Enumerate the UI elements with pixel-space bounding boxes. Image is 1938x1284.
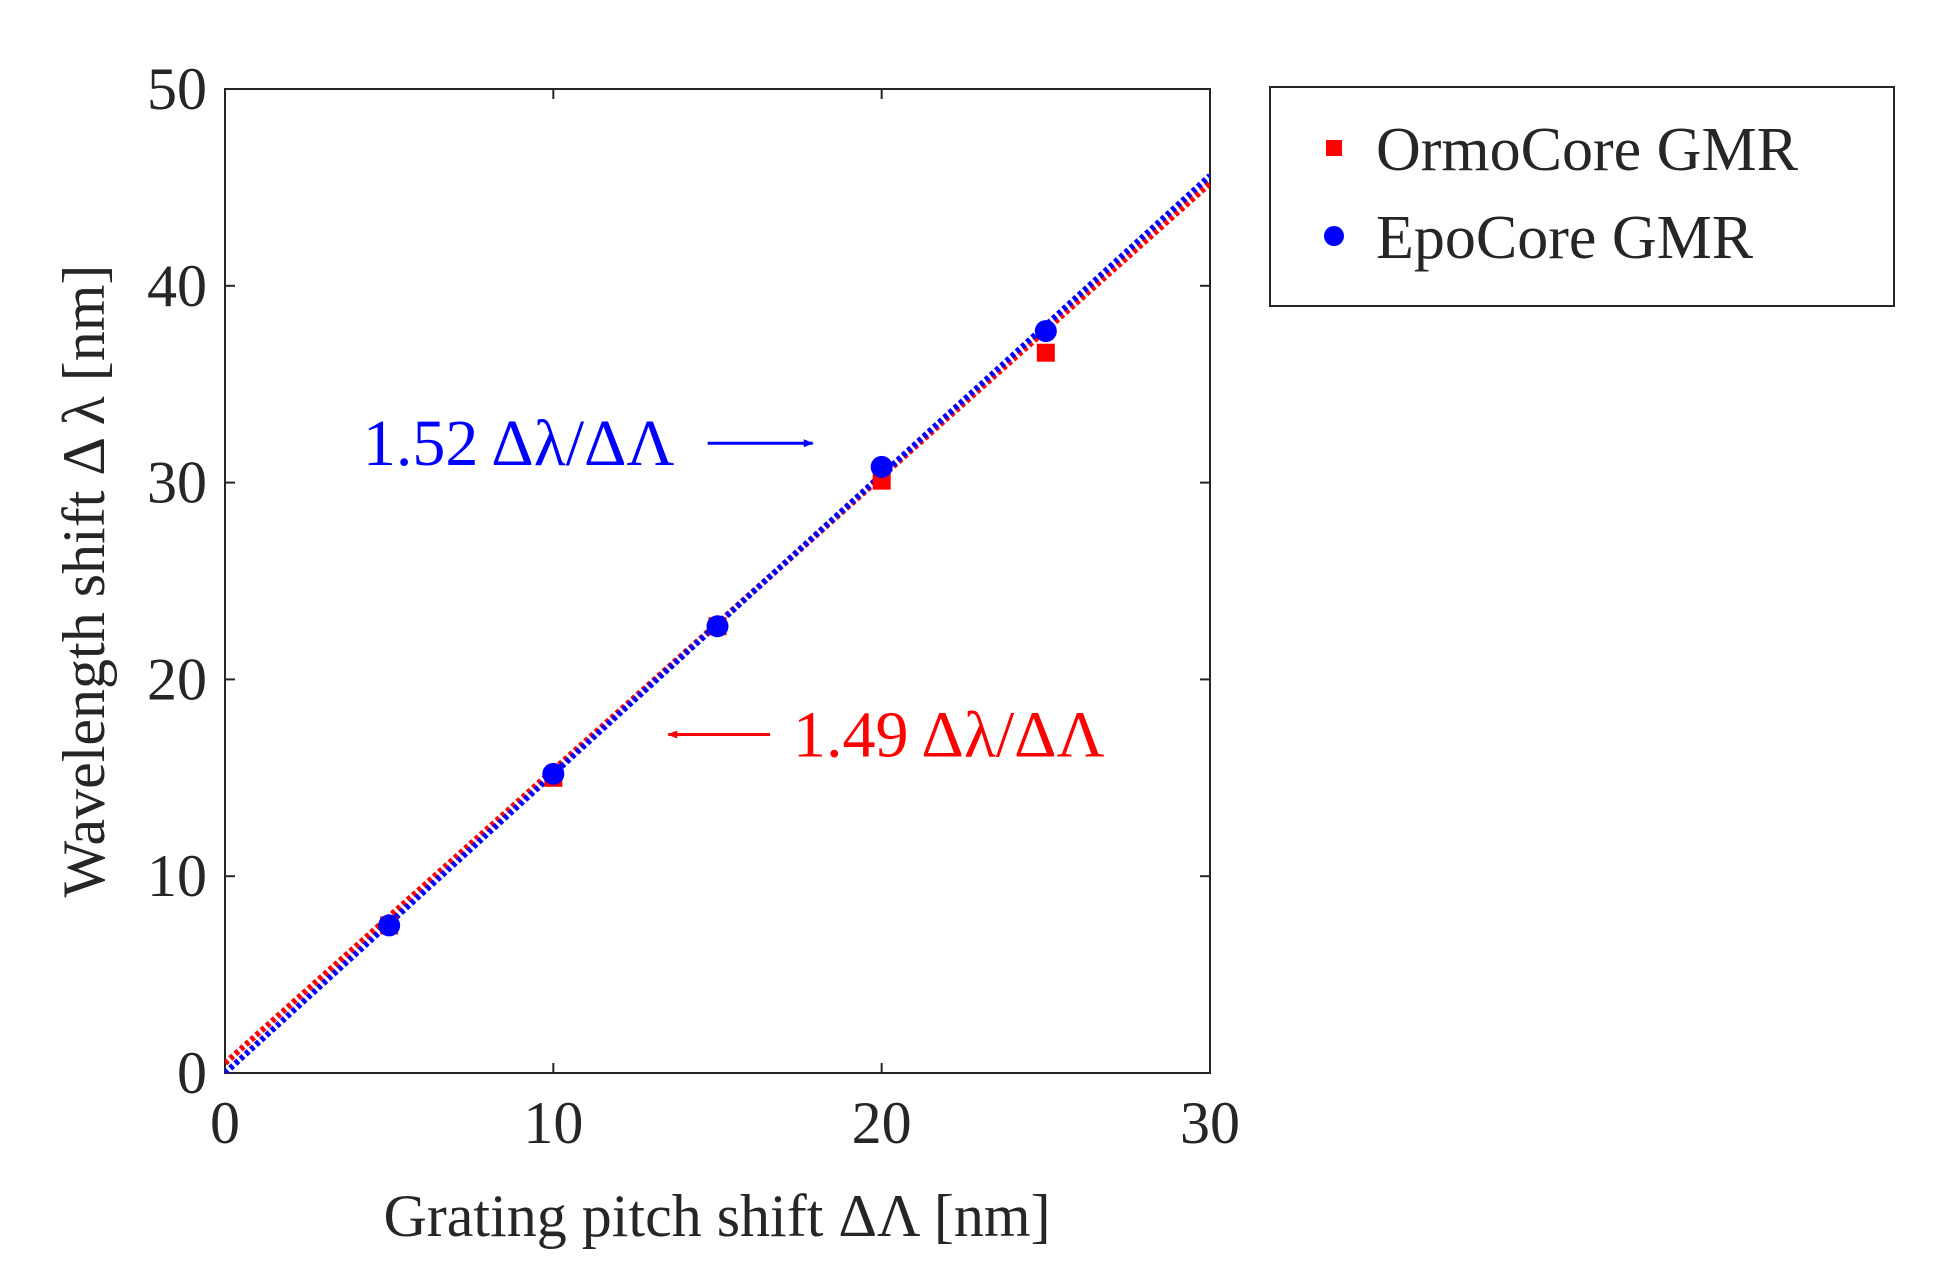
y-tick-label: 10 xyxy=(147,843,207,909)
legend-label-epocore-gmr: EpoCore GMR xyxy=(1376,204,1754,272)
ormocore-slope-label: 1.49 Δλ/ΔΛ xyxy=(793,699,1105,772)
x-tick-label: 0 xyxy=(210,1090,240,1156)
y-tick-label: 20 xyxy=(147,646,207,712)
y-tick-label: 40 xyxy=(147,253,207,319)
legend: OrmoCore GMR EpoCore GMR xyxy=(1269,86,1895,307)
y-axis-label: Wavelength shift Δ λ [nm] xyxy=(51,265,117,898)
epocore-gmr-point xyxy=(542,762,565,785)
data-markers xyxy=(378,320,1057,937)
epocore-slope-label: 1.52 Δλ/ΔΛ xyxy=(363,407,675,480)
x-tick-label: 10 xyxy=(523,1090,583,1156)
y-tick-label: 0 xyxy=(177,1040,207,1106)
x-tick-label: 30 xyxy=(1180,1090,1240,1156)
epocore-gmr-point xyxy=(706,615,729,638)
x-axis-label: Grating pitch shift ΔΛ [nm] xyxy=(383,1183,1050,1249)
legend-label-ormocore-gmr: OrmoCore GMR xyxy=(1376,116,1799,184)
y-tick-label: 50 xyxy=(147,56,207,122)
epocore-gmr-point xyxy=(1034,320,1057,343)
y-tick-label: 30 xyxy=(147,450,207,516)
epocore-gmr-point xyxy=(870,455,893,478)
x-tick-label: 20 xyxy=(852,1090,912,1156)
legend-box xyxy=(1269,86,1895,307)
legend-marker-ormocore-gmr xyxy=(1326,140,1342,156)
annotations: 1.52 Δλ/ΔΛ 1.49 Δλ/ΔΛ xyxy=(363,407,1105,771)
axes: 0 10 20 30 0 10 20 30 40 50 xyxy=(147,56,1240,1156)
ormocore-gmr-point xyxy=(1036,343,1055,362)
epocore-gmr-point xyxy=(378,914,401,937)
plot-box xyxy=(224,88,1211,1074)
legend-marker-epocore-gmr xyxy=(1324,226,1344,246)
